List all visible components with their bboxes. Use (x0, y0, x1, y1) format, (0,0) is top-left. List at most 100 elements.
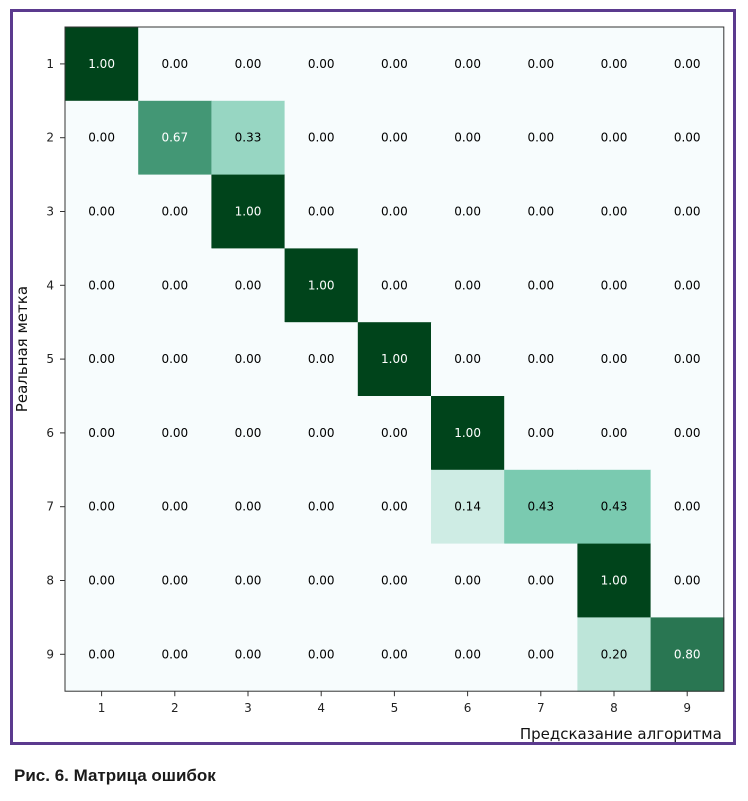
heatmap-cell-value: 0.00 (601, 205, 628, 219)
heatmap-cell-value: 0.00 (381, 131, 408, 145)
heatmap-cell (138, 469, 212, 545)
heatmap-cell (211, 248, 286, 323)
heatmap-cell (650, 543, 725, 618)
confusion-matrix-chart: 1.00 0.00 0.00 0.00 0.00 0.00 0.00 0.00 0.00 0.00… (13, 26, 725, 742)
heatmap-cell-value: 0.00 (454, 574, 481, 588)
heatmap-cell (211, 469, 286, 545)
heatmap-cell-value: 0.00 (601, 57, 628, 71)
heatmap-cell-value: 0.00 (308, 57, 335, 71)
heatmap-cell (650, 248, 725, 323)
heatmap-cell-value: 1.00 (308, 278, 335, 292)
heatmap-cell (431, 469, 505, 545)
y-tick-label: 8 (46, 574, 54, 588)
heatmap-cell (284, 617, 359, 692)
heatmap-cell (431, 248, 505, 323)
y-axis-ticks: 1 2 3 4 5 6 7 8 9 (46, 57, 65, 661)
heatmap-cell-value: 0.00 (674, 574, 701, 588)
heatmap-cell (138, 248, 212, 323)
x-tick-label: 5 (391, 701, 399, 715)
heatmap-cell-value: 0.00 (161, 352, 188, 366)
heatmap-cell (504, 543, 578, 618)
x-tick-label: 7 (537, 701, 545, 715)
heatmap-cell (284, 322, 359, 397)
heatmap-cell-value: 0.00 (161, 647, 188, 661)
heatmap-cell (211, 322, 286, 397)
heatmap-cell (577, 469, 652, 545)
x-axis-label: Предсказание алгоритма (520, 725, 722, 742)
heatmap-cell (284, 100, 359, 176)
x-axis-ticks: 1 2 3 4 5 6 7 8 9 (98, 691, 691, 715)
heatmap-cell (211, 543, 286, 618)
x-tick-label: 3 (244, 701, 252, 715)
heatmap-cell (65, 248, 139, 323)
heatmap-cell (65, 469, 139, 545)
heatmap-cell-value: 0.00 (161, 426, 188, 440)
heatmap-cell-value: 0.00 (161, 57, 188, 71)
heatmap-cell (357, 248, 432, 323)
heatmap-cell (284, 27, 359, 102)
heatmap-cell-value: 0.00 (308, 352, 335, 366)
heatmap-cell (504, 174, 578, 249)
heatmap-cell (357, 322, 432, 397)
heatmap-cell-value: 0.00 (454, 57, 481, 71)
x-tick-label: 8 (610, 701, 618, 715)
heatmap-cell (431, 543, 505, 618)
heatmap-cell (357, 27, 432, 102)
heatmap-cell (504, 322, 578, 397)
heatmap-cell (577, 396, 652, 471)
heatmap-cell (357, 100, 432, 176)
heatmap-cell (431, 322, 505, 397)
heatmap-cell-value: 0.00 (88, 647, 115, 661)
heatmap-cell (650, 27, 725, 102)
heatmap-cell (65, 396, 139, 471)
heatmap-cell-value: 0.00 (381, 57, 408, 71)
heatmap-cell-value: 0.00 (88, 278, 115, 292)
heatmap-cell (284, 174, 359, 249)
heatmap-cell (431, 27, 505, 102)
heatmap-cell-value: 0.20 (601, 647, 628, 661)
heatmap-cell-value: 0.00 (381, 426, 408, 440)
heatmap-cell-value: 0.00 (161, 574, 188, 588)
heatmap-cell (138, 617, 212, 692)
heatmap-cell-value: 0.43 (601, 500, 628, 514)
heatmap-cell (504, 248, 578, 323)
heatmap-cell-value: 0.00 (454, 131, 481, 145)
heatmap-cell (431, 617, 505, 692)
heatmap-cell-value: 0.00 (381, 574, 408, 588)
heatmap-cell-value: 0.00 (527, 647, 554, 661)
heatmap-cell-value: 0.00 (308, 131, 335, 145)
heatmap-cell (357, 174, 432, 249)
heatmap-cell (211, 174, 286, 249)
heatmap-cell-value: 0.67 (161, 131, 188, 145)
heatmap-cell (138, 100, 212, 176)
heatmap-cell-value: 0.00 (454, 278, 481, 292)
heatmap-cells (65, 27, 725, 692)
heatmap-cell (504, 469, 578, 545)
heatmap-cell-value: 0.00 (381, 647, 408, 661)
heatmap-cell-value: 0.00 (235, 500, 262, 514)
heatmap-cell (577, 100, 652, 176)
heatmap-cell (211, 100, 286, 176)
heatmap-cell (577, 27, 652, 102)
heatmap-cell (650, 469, 725, 545)
heatmap-cell (357, 396, 432, 471)
heatmap-cell (138, 543, 212, 618)
y-tick-label: 2 (46, 131, 54, 145)
heatmap-cell (357, 469, 432, 545)
heatmap-cell-value: 0.00 (674, 500, 701, 514)
figure-frame: 1.00 0.00 0.00 0.00 0.00 0.00 0.00 0.00 0.00 0.00… (10, 9, 736, 745)
heatmap-cell-value: 0.00 (308, 205, 335, 219)
heatmap-cell (650, 100, 725, 176)
heatmap-cell-value: 0.00 (454, 352, 481, 366)
heatmap-cell (211, 27, 286, 102)
heatmap-cell-value: 1.00 (601, 574, 628, 588)
heatmap-cell (65, 100, 139, 176)
heatmap-value-labels: 1.00 0.00 0.00 0.00 0.00 0.00 0.00 0.00 0.00 0.00… (88, 57, 700, 661)
heatmap-cell-value: 0.00 (308, 574, 335, 588)
heatmap-cell-value: 0.33 (235, 131, 262, 145)
heatmap-cell-value: 0.00 (88, 500, 115, 514)
heatmap-cell-value: 0.00 (161, 205, 188, 219)
heatmap-cell-value: 0.00 (674, 278, 701, 292)
heatmap-cell-value: 0.00 (381, 500, 408, 514)
heatmap-cell-value: 0.00 (235, 57, 262, 71)
